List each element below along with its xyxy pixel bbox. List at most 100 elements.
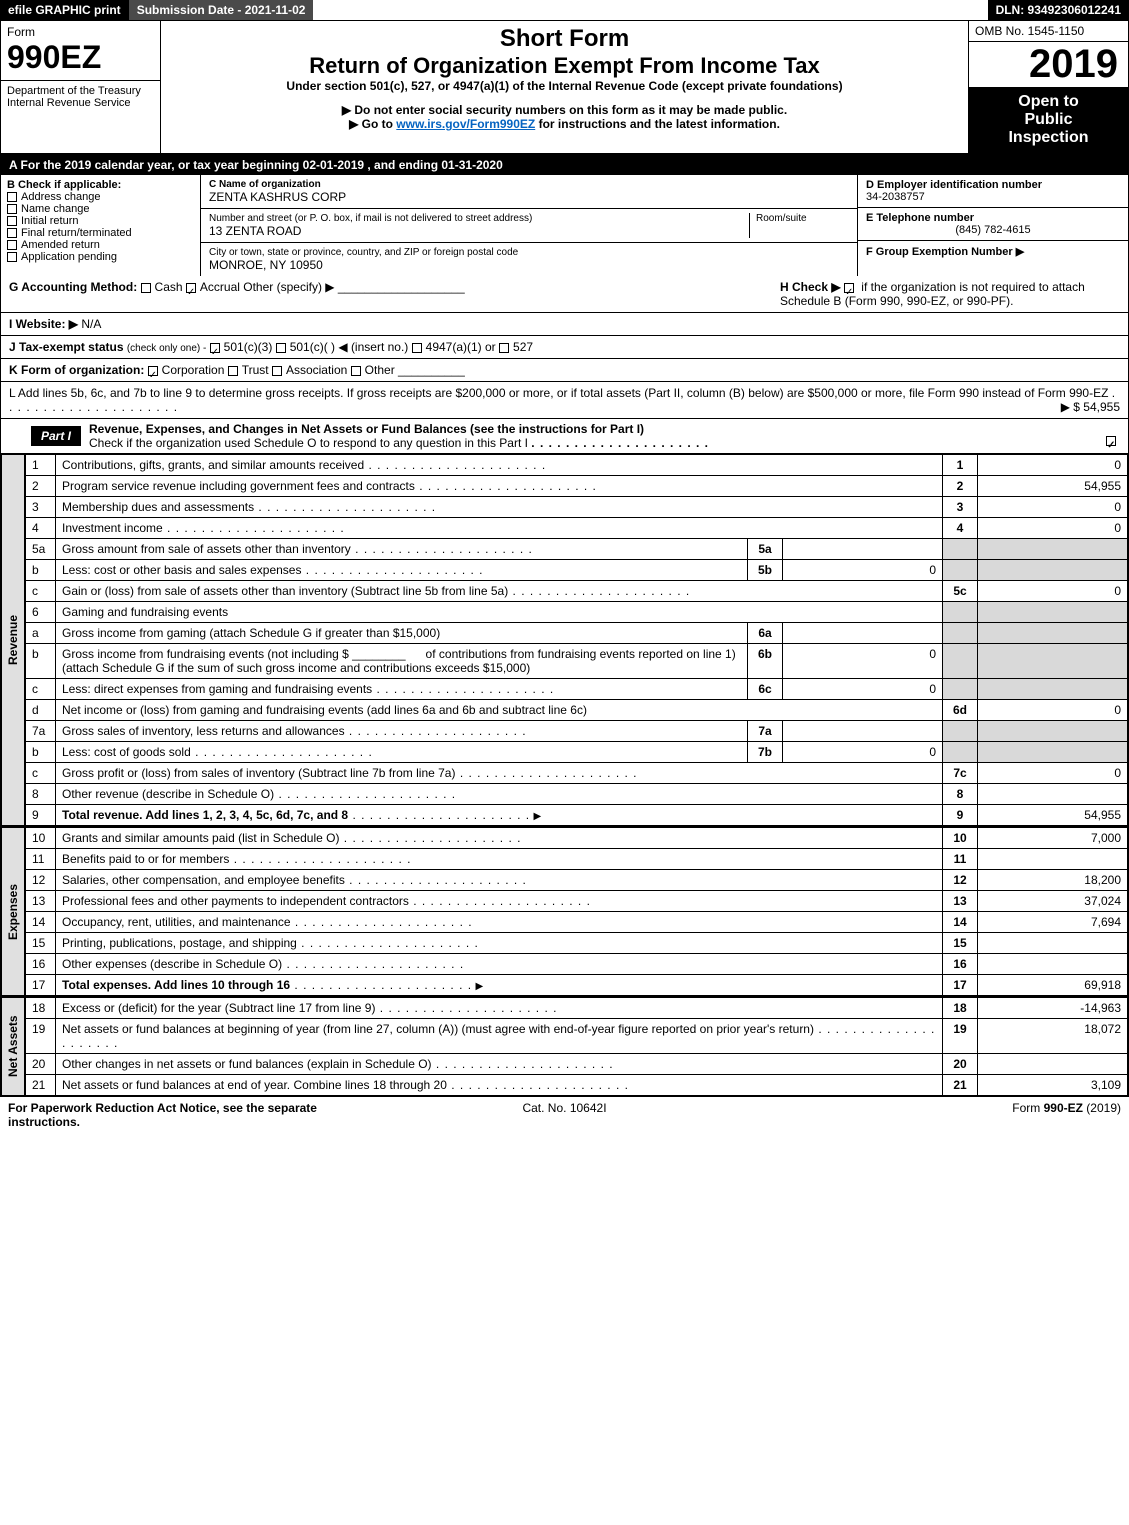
line-7a-subval xyxy=(783,721,943,742)
page-footer: For Paperwork Reduction Act Notice, see … xyxy=(0,1097,1129,1133)
opt-address-change: Address change xyxy=(21,191,101,203)
checkbox-4947[interactable] xyxy=(412,343,422,353)
checkbox-cash[interactable] xyxy=(141,283,151,293)
netassets-block: Net Assets 18Excess or (deficit) for the… xyxy=(1,997,1128,1096)
line-14-val: 7,694 xyxy=(978,912,1128,933)
line-13-val: 37,024 xyxy=(978,891,1128,912)
section-bcdef: B Check if applicable: Address change Na… xyxy=(1,175,1128,276)
part1-tab: Part I xyxy=(31,426,81,446)
efile-label[interactable]: efile GRAPHIC print xyxy=(0,0,129,20)
opt-501c: 501(c)( ) ◀ (insert no.) xyxy=(290,340,409,354)
form-body: Form 990EZ Department of the Treasury In… xyxy=(0,20,1129,1097)
telephone: (845) 782-4615 xyxy=(866,224,1120,236)
c-name-label: C Name of organization xyxy=(209,179,321,190)
goto-link[interactable]: www.irs.gov/Form990EZ xyxy=(396,117,535,131)
opt-trust: Trust xyxy=(242,363,269,377)
footer-right-form: 990-EZ xyxy=(1044,1101,1083,1115)
checkbox-schedule-b[interactable] xyxy=(844,283,854,293)
checkbox-corporation[interactable] xyxy=(148,366,158,376)
line-7c: cGross profit or (loss) from sales of in… xyxy=(26,763,1128,784)
checkbox-527[interactable] xyxy=(499,343,509,353)
l-amount: ▶ $ 54,955 xyxy=(1061,400,1120,414)
checkbox-501c[interactable] xyxy=(276,343,286,353)
line-13: 13Professional fees and other payments t… xyxy=(26,891,1128,912)
line-11: 11Benefits paid to or for members11 xyxy=(26,849,1128,870)
arrow-icon xyxy=(475,978,483,992)
checkbox-name-change[interactable] xyxy=(7,204,17,214)
form-header: Form 990EZ Department of the Treasury In… xyxy=(1,21,1128,155)
checkbox-trust[interactable] xyxy=(228,366,238,376)
ein: 34-2038757 xyxy=(866,191,925,203)
expenses-block: Expenses 10Grants and similar amounts pa… xyxy=(1,827,1128,997)
line-5b: bLess: cost or other basis and sales exp… xyxy=(26,560,1128,581)
checkbox-initial-return[interactable] xyxy=(7,216,17,226)
line-5a: 5aGross amount from sale of assets other… xyxy=(26,539,1128,560)
section-b-label: B Check if applicable: xyxy=(7,179,121,191)
line-8-val xyxy=(978,784,1128,805)
j-sub: (check only one) - xyxy=(127,343,206,354)
opt-application-pending: Application pending xyxy=(21,251,117,263)
line-6a-desc: Gross income from gaming (attach Schedul… xyxy=(62,626,440,640)
form-label: Form xyxy=(7,25,154,39)
checkbox-association[interactable] xyxy=(272,366,282,376)
k-label: K Form of organization: xyxy=(9,363,144,377)
line-6a-subval xyxy=(783,623,943,644)
line-5c-val: 0 xyxy=(978,581,1128,602)
section-b: B Check if applicable: Address change Na… xyxy=(1,175,201,276)
line-5c-desc: Gain or (loss) from sale of assets other… xyxy=(62,584,508,598)
line-10: 10Grants and similar amounts paid (list … xyxy=(26,828,1128,849)
section-k: K Form of organization: Corporation Trus… xyxy=(1,359,1128,382)
checkbox-application-pending[interactable] xyxy=(7,252,17,262)
opt-association: Association xyxy=(286,363,347,377)
line-6c-subval: 0 xyxy=(783,679,943,700)
section-l: L Add lines 5b, 6c, and 7b to line 9 to … xyxy=(1,382,1128,419)
line-10-desc: Grants and similar amounts paid (list in… xyxy=(62,831,339,845)
open-public-inspection: Open to Public Inspection xyxy=(969,87,1128,153)
checkbox-final-return[interactable] xyxy=(7,228,17,238)
line-5b-desc: Less: cost or other basis and sales expe… xyxy=(62,563,301,577)
checkbox-amended[interactable] xyxy=(7,240,17,250)
line-7a: 7aGross sales of inventory, less returns… xyxy=(26,721,1128,742)
l-text: L Add lines 5b, 6c, and 7b to line 9 to … xyxy=(9,386,1108,400)
room-label: Room/suite xyxy=(756,213,849,224)
line-13-desc: Professional fees and other payments to … xyxy=(62,894,409,908)
title-return: Return of Organization Exempt From Incom… xyxy=(167,53,962,79)
line-5c: cGain or (loss) from sale of assets othe… xyxy=(26,581,1128,602)
line-1-val: 0 xyxy=(978,455,1128,476)
open-line1: Open to xyxy=(973,93,1124,111)
goto-pre: ▶ Go to xyxy=(349,117,396,131)
checkbox-501c3[interactable] xyxy=(210,343,220,353)
line-6c: cLess: direct expenses from gaming and f… xyxy=(26,679,1128,700)
opt-other: Other (specify) ▶ xyxy=(243,280,334,294)
opt-final-return: Final return/terminated xyxy=(21,227,132,239)
line-21-val: 3,109 xyxy=(978,1075,1128,1096)
line-7b-desc: Less: cost of goods sold xyxy=(62,745,191,759)
line-6d: dNet income or (loss) from gaming and fu… xyxy=(26,700,1128,721)
line-9: 9Total revenue. Add lines 1, 2, 3, 4, 5c… xyxy=(26,805,1128,826)
line-6d-desc: Net income or (loss) from gaming and fun… xyxy=(62,703,587,717)
d-label: D Employer identification number xyxy=(866,179,1042,191)
expenses-table: 10Grants and similar amounts paid (list … xyxy=(25,827,1128,996)
checkbox-other-org[interactable] xyxy=(351,366,361,376)
line-17-val: 69,918 xyxy=(978,975,1128,996)
line-21: 21Net assets or fund balances at end of … xyxy=(26,1075,1128,1096)
goto-line: ▶ Go to www.irs.gov/Form990EZ for instru… xyxy=(167,117,962,131)
checkbox-address-change[interactable] xyxy=(7,192,17,202)
line-4-desc: Investment income xyxy=(62,521,163,535)
section-j: J Tax-exempt status (check only one) - 5… xyxy=(1,336,1128,359)
line-4-val: 0 xyxy=(978,518,1128,539)
checkbox-schedule-o[interactable] xyxy=(1106,436,1116,446)
irs: Internal Revenue Service xyxy=(7,97,154,109)
netassets-vlabel: Net Assets xyxy=(1,997,25,1096)
line-16-desc: Other expenses (describe in Schedule O) xyxy=(62,957,282,971)
dept-treasury: Department of the Treasury xyxy=(7,85,154,97)
expenses-vlabel: Expenses xyxy=(1,827,25,996)
checkbox-accrual[interactable] xyxy=(186,283,196,293)
opt-other-org: Other xyxy=(365,363,395,377)
dots xyxy=(531,436,709,450)
line-6b-subval: 0 xyxy=(783,644,943,679)
org-city: MONROE, NY 10950 xyxy=(209,258,849,272)
c-city-label: City or town, state or province, country… xyxy=(209,247,849,258)
line-21-desc: Net assets or fund balances at end of ye… xyxy=(62,1078,447,1092)
line-12-desc: Salaries, other compensation, and employ… xyxy=(62,873,345,887)
